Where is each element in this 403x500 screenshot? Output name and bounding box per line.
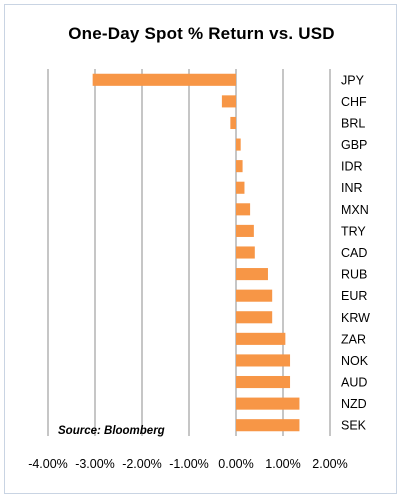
x-tick-label-2: -2.00%: [122, 457, 162, 471]
bar-krw: [236, 311, 273, 324]
bar-nok: [236, 354, 291, 367]
bar-chf: [221, 95, 236, 108]
bar-brl: [230, 116, 236, 130]
category-label-brl: BRL: [341, 116, 365, 130]
bar-jpy: [92, 73, 237, 86]
category-label-mxn: MXN: [341, 203, 369, 217]
bar-zar: [236, 332, 286, 345]
category-label-idr: IDR: [341, 160, 363, 174]
category-label-krw: KRW: [341, 311, 370, 325]
bar-gbp: [236, 138, 241, 151]
category-label-rub: RUB: [341, 268, 367, 282]
source-note: Source: Bloomberg: [58, 425, 165, 437]
category-label-zar: ZAR: [341, 332, 366, 346]
category-label-sek: SEK: [341, 419, 367, 433]
x-tick-label-1: -3.00%: [75, 457, 115, 471]
category-label-chf: CHF: [341, 95, 367, 109]
bar-sek: [236, 419, 300, 432]
x-tick-label-0: -4.00%: [28, 457, 68, 471]
x-tick-label-5: 1.00%: [265, 457, 300, 471]
x-tick-label-4: 0.00%: [218, 457, 253, 471]
category-label-nok: NOK: [341, 354, 369, 368]
bar-idr: [236, 160, 243, 173]
chart-title: One-Day Spot % Return vs. USD: [68, 24, 335, 43]
bar-aud: [236, 375, 291, 389]
x-tick-label-3: -1.00%: [169, 457, 209, 471]
bar-rub: [236, 268, 268, 281]
bar-nzd: [236, 397, 300, 410]
bar-eur: [236, 289, 273, 302]
category-label-gbp: GBP: [341, 138, 367, 152]
category-label-try: TRY: [341, 224, 366, 238]
bar-cad: [236, 246, 255, 259]
category-label-inr: INR: [341, 181, 363, 195]
x-tick-label-6: 2.00%: [312, 457, 347, 471]
category-label-eur: EUR: [341, 289, 367, 303]
category-label-jpy: JPY: [341, 73, 365, 87]
bar-mxn: [236, 203, 251, 216]
category-label-aud: AUD: [341, 376, 367, 390]
category-label-cad: CAD: [341, 246, 367, 260]
bar-try: [236, 224, 254, 237]
bar-inr: [236, 181, 245, 194]
category-label-nzd: NZD: [341, 397, 367, 411]
